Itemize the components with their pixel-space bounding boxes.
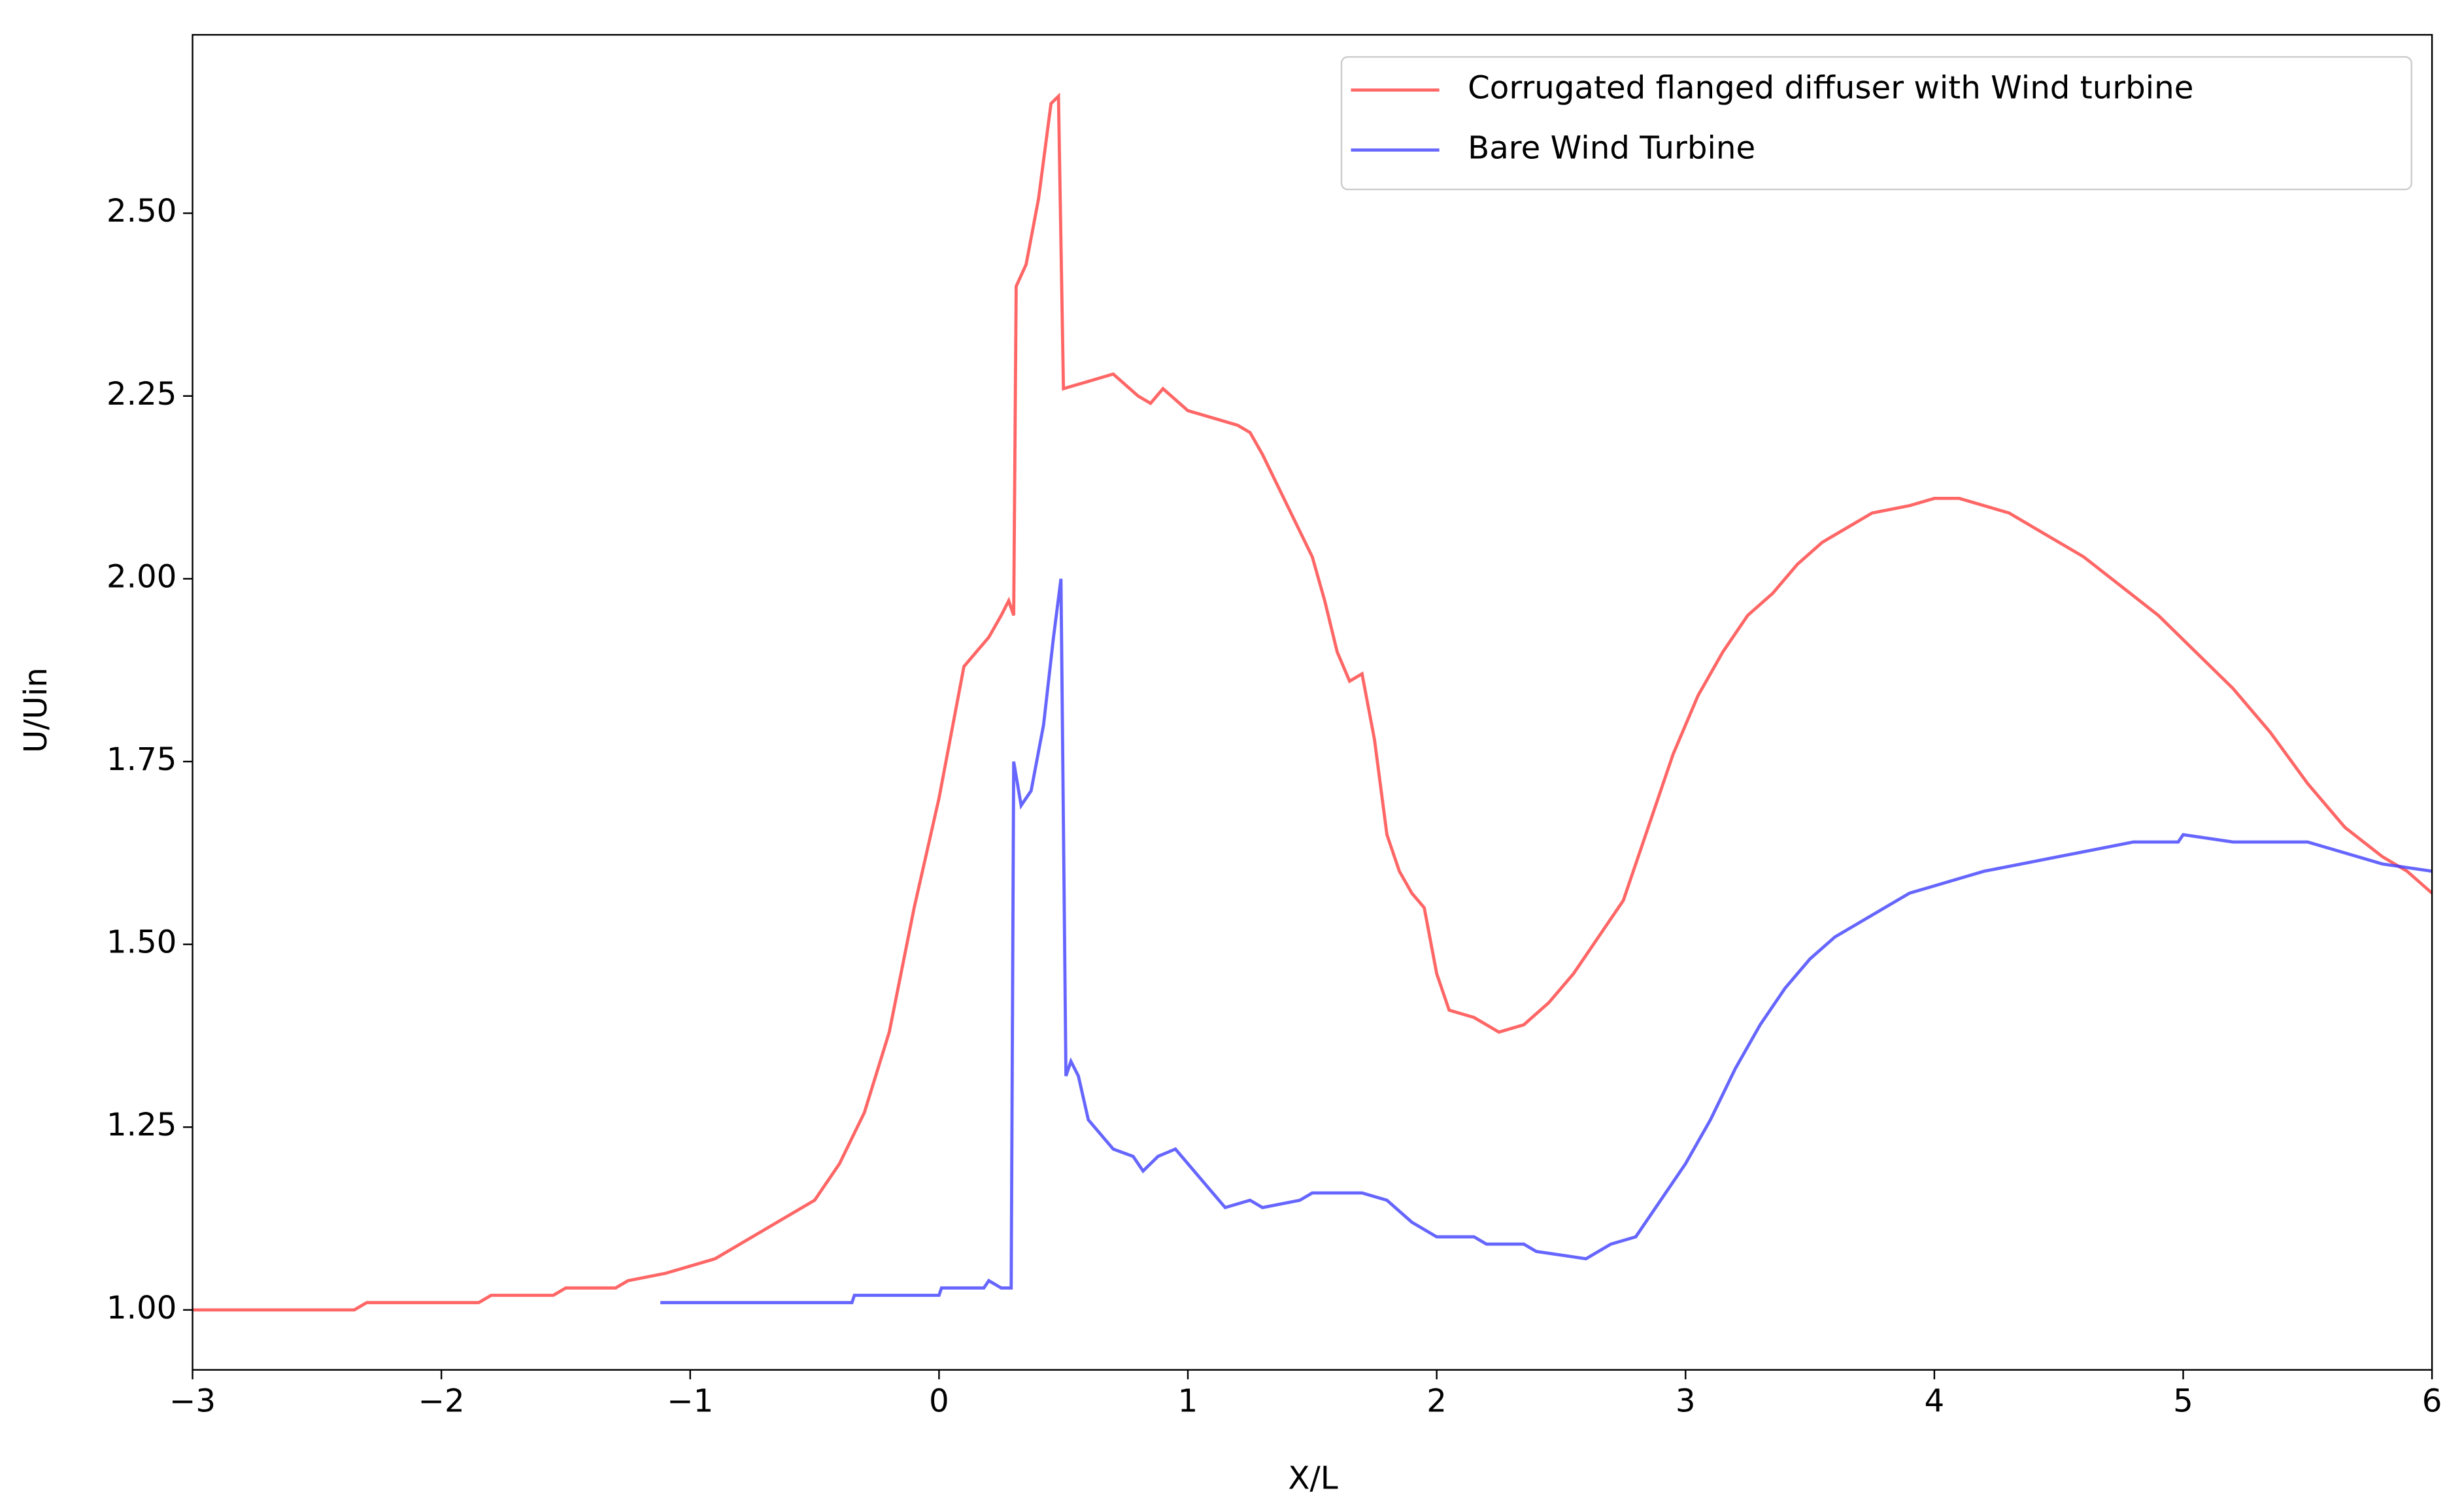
x-tick-label: −1 bbox=[667, 1383, 713, 1419]
y-tick-label: 2.50 bbox=[107, 193, 177, 229]
x-tick-label: 4 bbox=[1925, 1383, 1945, 1419]
y-tick-label: 2.25 bbox=[107, 376, 177, 412]
y-tick-label: 1.75 bbox=[107, 741, 177, 778]
x-tick-label: 5 bbox=[2173, 1383, 2193, 1419]
plot-frame bbox=[192, 34, 2433, 1371]
x-tick-label: −3 bbox=[169, 1383, 216, 1419]
data-line bbox=[192, 92, 2433, 1312]
x-tick-label: 3 bbox=[1676, 1383, 1696, 1419]
x-tick-label: 2 bbox=[1426, 1383, 1447, 1419]
legend-box bbox=[1340, 56, 2412, 191]
x-axis-label: X/L bbox=[1288, 1460, 1338, 1497]
legend-label: Corrugated flanged diffuser with Wind tu… bbox=[1468, 70, 2193, 107]
y-axis-label: U/Uin bbox=[18, 667, 54, 753]
legend-label: Bare Wind Turbine bbox=[1468, 129, 1755, 166]
x-tick-label: 0 bbox=[929, 1383, 949, 1419]
y-tick-label: 1.25 bbox=[107, 1107, 177, 1143]
y-tick-label: 2.00 bbox=[107, 558, 177, 595]
data-line bbox=[660, 579, 2433, 1305]
y-tick-label: 1.00 bbox=[107, 1290, 177, 1326]
x-tick-label: 1 bbox=[1178, 1383, 1198, 1419]
x-tick-label: −2 bbox=[418, 1383, 465, 1419]
y-tick-label: 1.50 bbox=[107, 924, 177, 961]
x-tick-label: 6 bbox=[2422, 1383, 2442, 1419]
